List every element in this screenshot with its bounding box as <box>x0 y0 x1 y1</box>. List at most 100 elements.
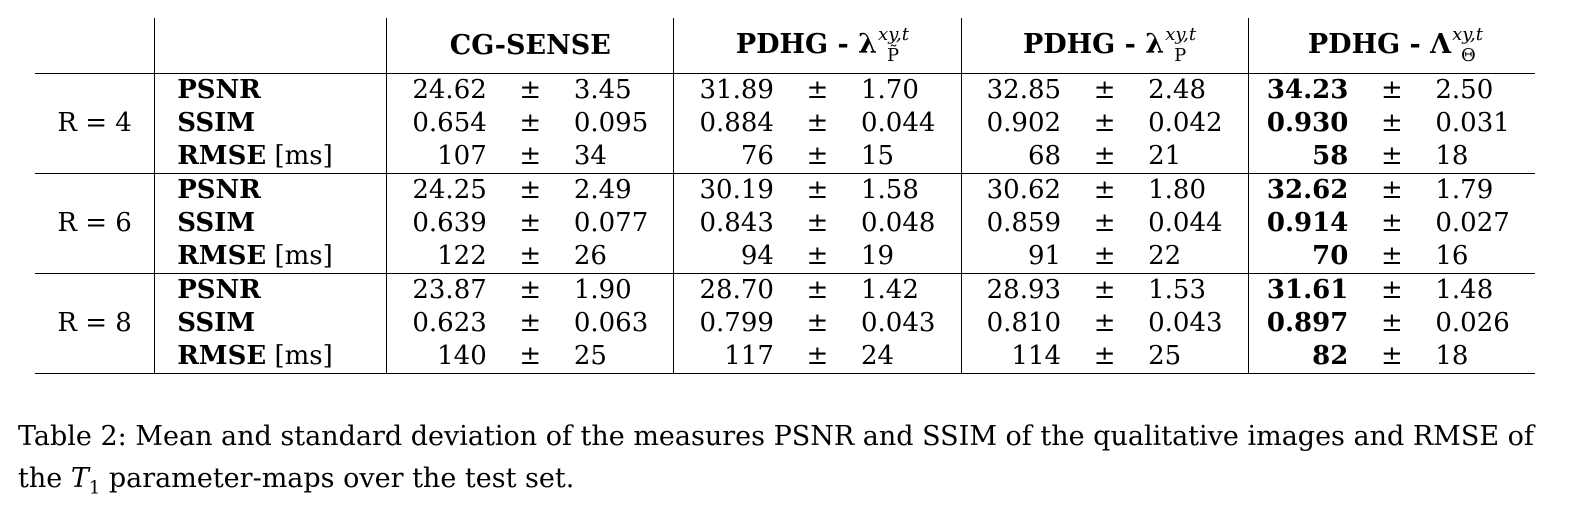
mean-value: 30.62 <box>960 173 1068 207</box>
plus-minus-sign: ± <box>806 75 829 105</box>
measure-cell: SSIM <box>154 207 387 240</box>
measure-unit: [ms] <box>274 141 333 171</box>
measure-cell: SSIM <box>154 307 387 340</box>
plus-minus-sign: ± <box>519 275 542 305</box>
measure-name: RMSE <box>177 141 267 171</box>
std-value: 22 <box>1142 240 1249 274</box>
std-value: 24 <box>854 340 962 374</box>
std-value: 1.79 <box>1435 175 1494 205</box>
std-value: 0.044 <box>860 108 936 138</box>
measure-name: PSNR <box>177 175 261 205</box>
std-value: 2.48 <box>1148 75 1206 105</box>
mean-value: 0.930 <box>1247 107 1355 140</box>
measure-name: RMSE <box>177 341 267 371</box>
plus-minus-sign: ± <box>806 275 829 305</box>
measure-unit: [ms] <box>274 341 333 371</box>
column-header-subscript: P <box>1174 44 1187 66</box>
mean-value: 0.810 <box>960 307 1068 340</box>
std-value: 3.45 <box>573 75 632 105</box>
mean-value: 122 <box>386 240 493 274</box>
plus-minus-sign: ± <box>1380 75 1403 105</box>
mean-value: 0.843 <box>673 207 780 240</box>
mean-value: 0.897 <box>1247 307 1355 340</box>
plus-minus-sign: ± <box>779 140 855 174</box>
mean-value: 32.85 <box>960 73 1068 107</box>
table-row: SSIM 0.654 ±0.095 0.884 ±0.044 0.902 ±0.042 0.9… <box>35 107 1535 140</box>
column-header-superscript: xy,t <box>1165 23 1197 45</box>
measure-cell: SSIM <box>154 107 387 140</box>
std-value: 21 <box>1142 140 1249 174</box>
table-row: R = 8 PSNR 23.87 ±1.90 28.70 ±1.42 28.93 ±1.53 3… <box>35 273 1535 374</box>
plus-minus-sign: ± <box>519 208 542 238</box>
mean-value: 28.93 <box>960 273 1068 307</box>
plus-minus-sign: ± <box>806 175 829 205</box>
measure-cell: RMSE [ms] <box>154 240 387 274</box>
mean-value: 31.89 <box>673 73 780 107</box>
mean-value: 91 <box>960 240 1068 274</box>
mean-value: 0.914 <box>1247 207 1355 240</box>
table-row: R = 6 PSNR 24.25 ±2.49 30.19 ±1.58 30.62 ±1.80 3… <box>35 173 1535 274</box>
std-value: 0.063 <box>573 308 649 338</box>
group-label: R = 8 <box>35 273 155 374</box>
mean-value: 107 <box>386 140 493 174</box>
std-value: 2.49 <box>573 175 632 205</box>
measure-name: RMSE <box>177 241 267 271</box>
std-value: 15 <box>854 140 962 174</box>
mean-value: 114 <box>960 340 1068 374</box>
table-row: R = 4 PSNR 24.62 ±3.45 31.89 ±1.70 32.85 ±2.48 3… <box>35 73 1535 174</box>
mean-value: 117 <box>673 340 780 374</box>
mean-value: 0.623 <box>386 307 493 340</box>
mean-value: 94 <box>673 240 780 274</box>
std-value: 16 <box>1429 240 1535 274</box>
plus-minus-sign: ± <box>779 340 855 374</box>
std-value: 0.095 <box>573 108 649 138</box>
column-header-title: CG-SENSE <box>449 30 611 61</box>
std-value: 0.031 <box>1435 108 1510 138</box>
std-value: 0.042 <box>1148 108 1223 138</box>
plus-minus-sign: ± <box>492 140 568 174</box>
group-label: R = 6 <box>35 173 155 274</box>
measure-cell: RMSE [ms] <box>154 340 387 374</box>
std-value: 25 <box>567 340 674 374</box>
table-row: SSIM 0.623 ±0.063 0.799 ±0.043 0.810 ±0.043 0.8… <box>35 307 1535 340</box>
mean-value: 76 <box>673 140 780 174</box>
plus-minus-sign: ± <box>806 108 829 138</box>
caption-prefix: Table 2: Mean and standard deviation of … <box>18 421 1534 494</box>
column-header-pdhg-capital-lambda-theta: PDHG - Λxy,tΘ <box>1247 18 1535 74</box>
plus-minus-sign: ± <box>519 108 542 138</box>
table-body: R = 4 PSNR 24.62 ±3.45 31.89 ±1.70 32.85 ±2.48 3… <box>35 73 1535 374</box>
mean-value: 70 <box>1247 240 1355 274</box>
plus-minus-sign: ± <box>1354 140 1430 174</box>
std-value: 18 <box>1429 140 1535 174</box>
plus-minus-sign: ± <box>1093 75 1116 105</box>
plus-minus-sign: ± <box>1067 340 1143 374</box>
table-row: RMSE [ms] 107 ±34 76 ±15 68 ±21 58 ±18 <box>35 140 1535 174</box>
mean-value: 24.25 <box>386 173 493 207</box>
group-label: R = 4 <box>35 73 155 174</box>
measure-cell: RMSE [ms] <box>154 140 387 174</box>
results-table: CG-SENSE PDHG - λxy,tP̃ PDHG - λxy,tP PD… <box>35 18 1535 374</box>
column-header-title: PDHG - λ <box>735 28 878 60</box>
std-value: 26 <box>567 240 674 274</box>
measure-cell: PSNR <box>154 173 387 207</box>
mean-value: 28.70 <box>673 273 780 307</box>
caption-subscript: 1 <box>88 477 101 499</box>
std-value: 2.50 <box>1435 75 1494 105</box>
std-value: 1.90 <box>573 275 632 305</box>
measure-name: SSIM <box>177 108 256 138</box>
mean-value: 24.62 <box>386 73 493 107</box>
mean-value: 0.884 <box>673 107 780 140</box>
std-value: 0.043 <box>860 308 936 338</box>
std-value: 1.70 <box>860 75 919 105</box>
measure-name: PSNR <box>177 275 261 305</box>
plus-minus-sign: ± <box>1093 175 1116 205</box>
plus-minus-sign: ± <box>1067 240 1143 274</box>
table-caption: Table 2: Mean and standard deviation of … <box>18 416 1568 509</box>
mean-value: 0.799 <box>673 307 780 340</box>
column-header-subscript: P̃ <box>886 44 900 66</box>
std-value: 0.077 <box>573 208 649 238</box>
plus-minus-sign: ± <box>806 208 829 238</box>
header-empty-rowlabel <box>35 18 155 74</box>
mean-value: 30.19 <box>673 173 780 207</box>
mean-value: 68 <box>960 140 1068 174</box>
